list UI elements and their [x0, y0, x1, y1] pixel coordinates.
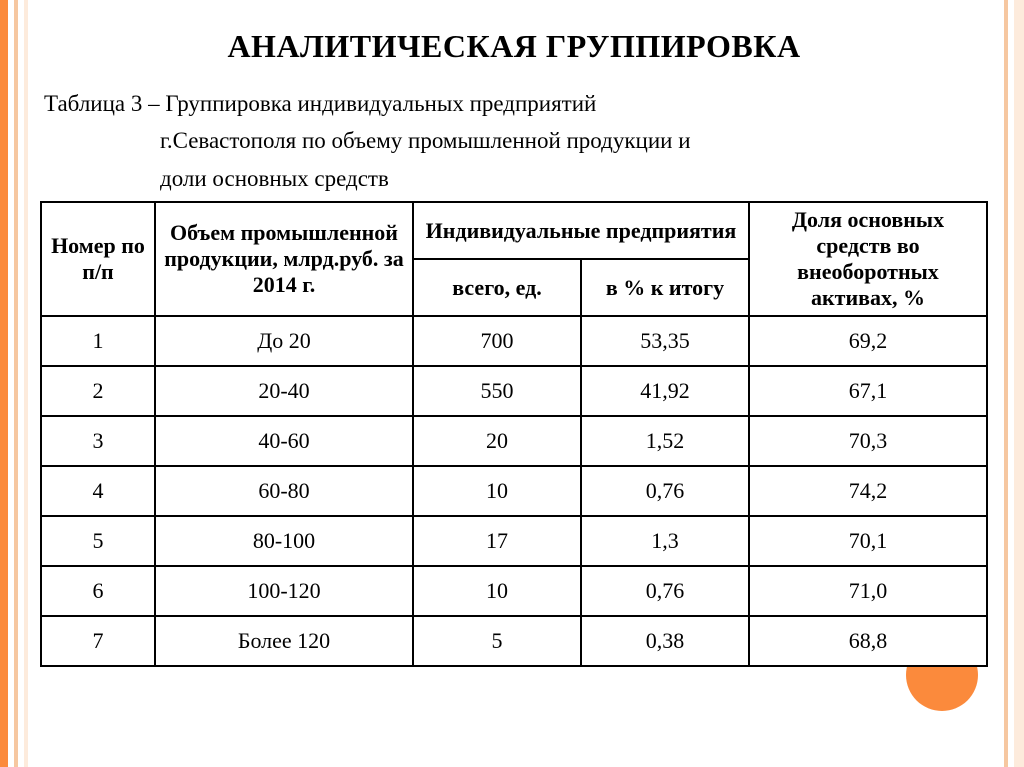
table-body: 1 До 20 700 53,35 69,2 2 20-40 550 41,92… — [41, 316, 987, 666]
table-row: 5 80-100 17 1,3 70,1 — [41, 516, 987, 566]
cell-num: 7 — [41, 616, 155, 666]
data-table: Номер по п/п Объем промышленной продукци… — [40, 201, 988, 667]
table-row: 1 До 20 700 53,35 69,2 — [41, 316, 987, 366]
cell-volume: 100-120 — [155, 566, 413, 616]
th-volume: Объем промышленной продукции, млрд.руб. … — [155, 202, 413, 316]
cell-num: 3 — [41, 416, 155, 466]
left-stripe-3 — [24, 0, 28, 767]
cell-volume: До 20 — [155, 316, 413, 366]
cell-pct: 0,76 — [581, 566, 749, 616]
cell-volume: Более 120 — [155, 616, 413, 666]
cell-total: 17 — [413, 516, 581, 566]
table-header: Номер по п/п Объем промышленной продукци… — [41, 202, 987, 316]
cell-total: 20 — [413, 416, 581, 466]
table-row: 3 40-60 20 1,52 70,3 — [41, 416, 987, 466]
cell-total: 10 — [413, 466, 581, 516]
cell-total: 700 — [413, 316, 581, 366]
cell-num: 2 — [41, 366, 155, 416]
cell-share: 69,2 — [749, 316, 987, 366]
cell-share: 67,1 — [749, 366, 987, 416]
cell-total: 10 — [413, 566, 581, 616]
cell-num: 4 — [41, 466, 155, 516]
table-row: 6 100-120 10 0,76 71,0 — [41, 566, 987, 616]
table-row: 2 20-40 550 41,92 67,1 — [41, 366, 987, 416]
cell-volume: 60-80 — [155, 466, 413, 516]
cell-pct: 53,35 — [581, 316, 749, 366]
table-row: 4 60-80 10 0,76 74,2 — [41, 466, 987, 516]
cell-share: 68,8 — [749, 616, 987, 666]
cell-pct: 41,92 — [581, 366, 749, 416]
cell-share: 70,3 — [749, 416, 987, 466]
table-caption-line-2: г.Севастополя по объему промышленной про… — [44, 124, 988, 157]
cell-volume: 40-60 — [155, 416, 413, 466]
table-caption-line-3: доли основных средств — [44, 162, 988, 195]
right-stripe-1 — [1014, 0, 1024, 767]
cell-num: 6 — [41, 566, 155, 616]
th-pct: в % к итогу — [581, 259, 749, 316]
slide-title: АНАЛИТИЧЕСКАЯ ГРУППИРОВКА — [40, 28, 988, 65]
slide: АНАЛИТИЧЕСКАЯ ГРУППИРОВКА Таблица 3 – Гр… — [0, 0, 1024, 767]
cell-volume: 80-100 — [155, 516, 413, 566]
cell-total: 550 — [413, 366, 581, 416]
left-stripe-1 — [0, 0, 8, 767]
cell-share: 70,1 — [749, 516, 987, 566]
content-area: АНАЛИТИЧЕСКАЯ ГРУППИРОВКА Таблица 3 – Гр… — [40, 28, 988, 747]
th-share: Доля основных средств во внеоборотных ак… — [749, 202, 987, 316]
cell-total: 5 — [413, 616, 581, 666]
th-number: Номер по п/п — [41, 202, 155, 316]
left-stripe-2 — [14, 0, 18, 767]
table-caption-line-1: Таблица 3 – Группировка индивидуальных п… — [44, 87, 988, 120]
cell-pct: 0,38 — [581, 616, 749, 666]
cell-pct: 0,76 — [581, 466, 749, 516]
th-total: всего, ед. — [413, 259, 581, 316]
cell-share: 71,0 — [749, 566, 987, 616]
cell-num: 1 — [41, 316, 155, 366]
th-enterprises: Индивидуальные предприятия — [413, 202, 749, 259]
cell-share: 74,2 — [749, 466, 987, 516]
cell-pct: 1,52 — [581, 416, 749, 466]
table-row: 7 Более 120 5 0,38 68,8 — [41, 616, 987, 666]
cell-volume: 20-40 — [155, 366, 413, 416]
right-stripe-2 — [1004, 0, 1008, 767]
cell-num: 5 — [41, 516, 155, 566]
cell-pct: 1,3 — [581, 516, 749, 566]
